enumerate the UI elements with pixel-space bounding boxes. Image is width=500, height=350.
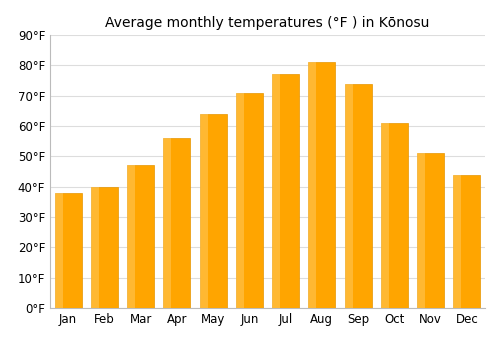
Bar	[54, 193, 82, 308]
Bar	[164, 138, 172, 308]
Title: Average monthly temperatures (°F ) in Kōnosu: Average monthly temperatures (°F ) in Kō…	[106, 16, 430, 30]
Bar	[454, 175, 480, 308]
Bar	[236, 93, 244, 308]
Bar	[200, 114, 207, 308]
Bar	[200, 114, 226, 308]
Bar	[381, 123, 408, 308]
Bar	[127, 166, 154, 308]
Bar	[164, 138, 190, 308]
Bar	[272, 75, 280, 308]
Bar	[344, 84, 352, 308]
Bar	[308, 62, 336, 308]
Bar	[417, 153, 444, 308]
Bar	[454, 175, 462, 308]
Bar	[381, 123, 389, 308]
Bar	[344, 84, 372, 308]
Bar	[272, 75, 299, 308]
Bar	[308, 62, 316, 308]
Bar	[417, 153, 425, 308]
Bar	[91, 187, 99, 308]
Bar	[91, 187, 118, 308]
Bar	[236, 93, 263, 308]
Bar	[54, 193, 62, 308]
Bar	[127, 166, 135, 308]
